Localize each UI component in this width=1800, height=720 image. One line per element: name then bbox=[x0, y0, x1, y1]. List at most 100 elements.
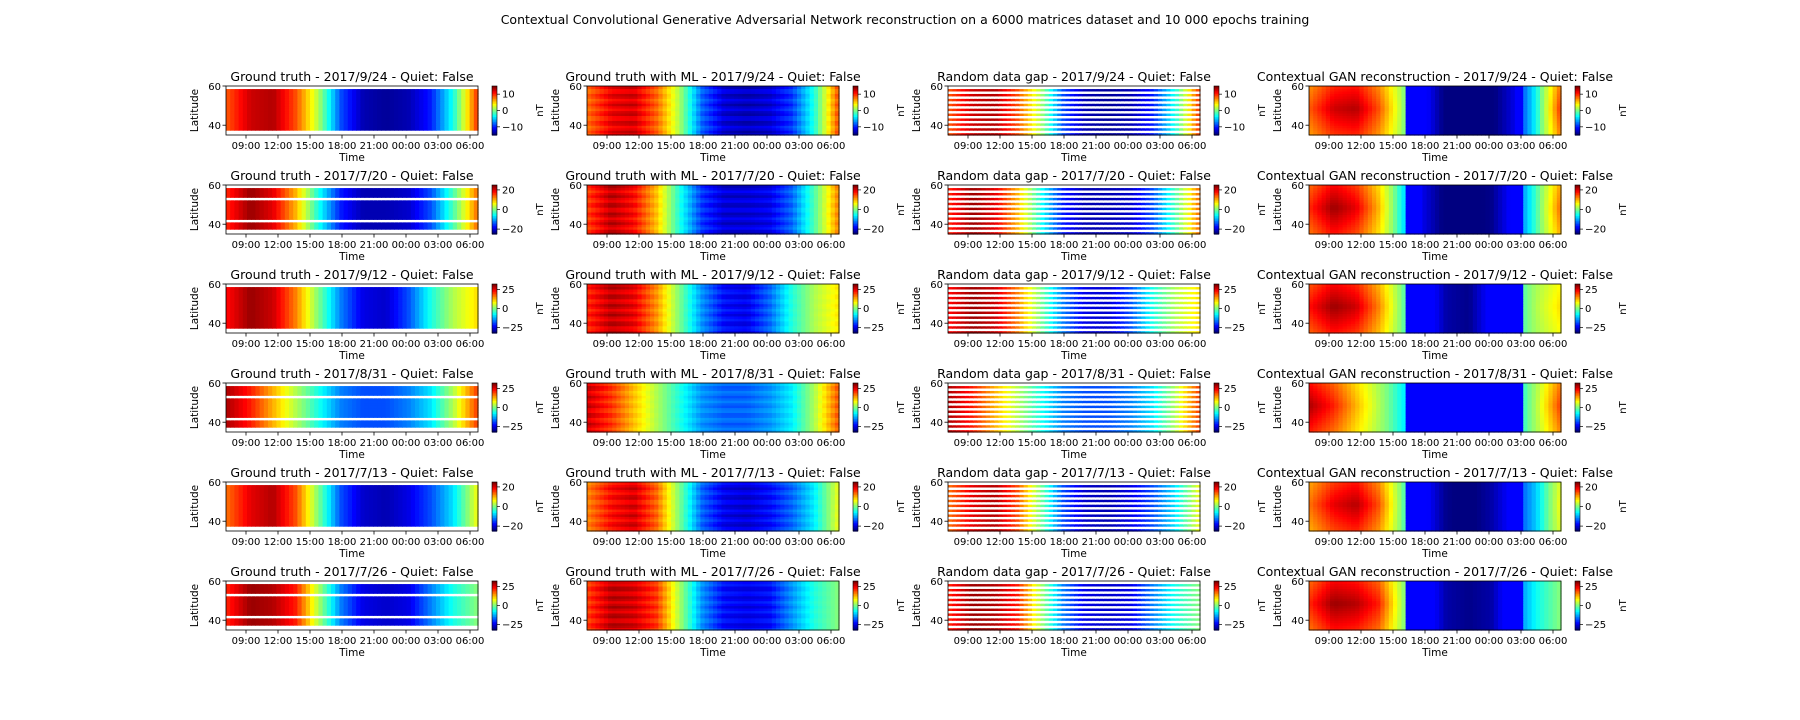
heatmap-cell bbox=[322, 125, 328, 129]
heatmap-cell bbox=[406, 117, 412, 121]
heatmap-cell bbox=[406, 127, 412, 131]
heatmap-cell bbox=[339, 127, 345, 131]
heatmap-cell bbox=[713, 117, 718, 121]
heatmap-cell bbox=[452, 122, 458, 126]
heatmap-cell bbox=[242, 88, 248, 92]
heatmap-cell bbox=[1124, 86, 1130, 90]
heatmap-cell bbox=[276, 130, 282, 134]
heatmap-cell bbox=[247, 93, 252, 97]
heatmap-cell bbox=[440, 103, 445, 107]
heatmap-cell bbox=[784, 95, 790, 99]
heatmap-cell bbox=[436, 108, 441, 112]
heatmap-cell bbox=[473, 110, 479, 114]
heatmap-cell bbox=[301, 98, 307, 102]
heatmap-cell bbox=[658, 90, 664, 94]
heatmap-cell bbox=[620, 117, 626, 121]
heatmap-cell bbox=[797, 93, 802, 97]
heatmap-cell bbox=[360, 95, 366, 99]
heatmap-cell bbox=[230, 95, 235, 99]
heatmap-cell bbox=[750, 115, 756, 119]
heatmap-cell bbox=[419, 130, 424, 134]
heatmap-cell bbox=[729, 100, 735, 104]
heatmap-cell bbox=[226, 93, 231, 97]
heatmap-cell bbox=[326, 98, 332, 102]
heatmap-cell bbox=[272, 90, 277, 94]
heatmap-cell bbox=[1426, 86, 1432, 90]
heatmap-cell bbox=[406, 105, 412, 109]
heatmap-cell bbox=[801, 120, 806, 124]
heatmap-cell bbox=[801, 103, 806, 107]
heatmap-cell bbox=[415, 93, 420, 97]
heatmap-cell bbox=[1006, 130, 1012, 134]
heatmap-cell bbox=[352, 130, 357, 134]
heatmap-cell bbox=[1531, 86, 1537, 90]
heatmap-cell bbox=[595, 120, 601, 124]
heatmap-cell bbox=[276, 132, 282, 136]
heatmap-cell bbox=[251, 120, 256, 124]
heatmap-cell bbox=[830, 122, 836, 126]
heatmap-cell bbox=[326, 117, 332, 121]
heatmap-cell bbox=[1174, 132, 1180, 136]
heatmap-cell bbox=[276, 98, 282, 102]
heatmap-cell bbox=[587, 88, 592, 92]
heatmap-cell bbox=[813, 112, 819, 116]
heatmap-cell bbox=[1036, 132, 1041, 136]
heatmap-cell bbox=[255, 95, 261, 99]
heatmap-cell bbox=[696, 88, 701, 92]
heatmap-cell bbox=[293, 95, 298, 99]
heatmap-cell bbox=[797, 95, 802, 99]
heatmap-cell bbox=[326, 122, 332, 126]
heatmap-cell bbox=[792, 88, 798, 92]
heatmap-cell bbox=[620, 88, 626, 92]
heatmap-cell bbox=[645, 98, 651, 102]
heatmap-cell bbox=[226, 125, 231, 129]
heatmap-cell bbox=[406, 125, 412, 129]
heatmap-cell bbox=[1040, 132, 1046, 136]
heatmap-cell bbox=[809, 108, 815, 112]
heatmap-cell bbox=[603, 98, 609, 102]
heatmap-cell bbox=[708, 125, 714, 129]
heatmap-cell bbox=[276, 105, 282, 109]
heatmap-cell bbox=[1468, 86, 1474, 90]
heatmap-cell bbox=[645, 122, 651, 126]
heatmap-cell bbox=[683, 98, 689, 102]
heatmap-cell bbox=[603, 105, 609, 109]
heatmap-cell bbox=[1149, 132, 1155, 136]
heatmap-cell bbox=[289, 132, 294, 136]
heatmap-cell bbox=[666, 117, 672, 121]
heatmap-cell bbox=[792, 93, 798, 97]
heatmap-cell bbox=[448, 105, 454, 109]
heatmap-cell bbox=[259, 120, 265, 124]
heatmap-cell bbox=[654, 110, 659, 114]
colorbar-segment bbox=[853, 130, 858, 133]
heatmap-cell bbox=[624, 95, 630, 99]
heatmap-cell bbox=[419, 127, 424, 131]
heatmap-cell bbox=[809, 90, 815, 94]
heatmap-cell bbox=[1384, 86, 1390, 90]
heatmap-cell bbox=[402, 132, 408, 136]
heatmap-cell bbox=[721, 103, 727, 107]
heatmap-cell bbox=[633, 132, 638, 136]
heatmap-cell bbox=[650, 93, 655, 97]
heatmap-cell bbox=[759, 120, 764, 124]
heatmap-cell bbox=[373, 117, 378, 121]
heatmap-cell bbox=[394, 110, 399, 114]
heatmap-cell bbox=[452, 88, 458, 92]
heatmap-cell bbox=[708, 108, 714, 112]
heatmap-cell bbox=[658, 98, 664, 102]
heatmap-cell bbox=[381, 95, 387, 99]
heatmap-cell bbox=[616, 112, 622, 116]
heatmap-cell bbox=[822, 112, 827, 116]
heatmap-cell bbox=[402, 90, 408, 94]
heatmap-cell bbox=[696, 93, 701, 97]
heatmap-cell bbox=[776, 117, 781, 121]
heatmap-cell bbox=[440, 110, 445, 114]
heatmap-cell bbox=[226, 130, 231, 134]
heatmap-cell bbox=[759, 125, 764, 129]
heatmap-cell bbox=[1078, 86, 1083, 90]
heatmap-cell bbox=[687, 105, 693, 109]
heatmap-cell bbox=[767, 115, 773, 119]
heatmap-cell bbox=[641, 86, 647, 90]
heatmap-cell bbox=[448, 125, 454, 129]
heatmap-cell bbox=[801, 86, 806, 90]
